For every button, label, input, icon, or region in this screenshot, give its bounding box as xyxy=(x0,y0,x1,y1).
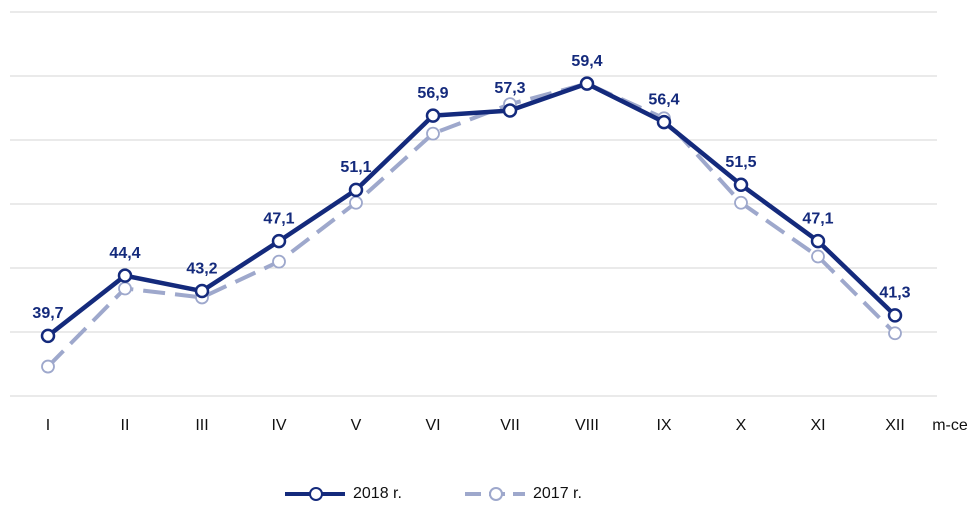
point xyxy=(579,76,595,91)
data-label: 47,1 xyxy=(802,210,833,227)
x-tick-label: III xyxy=(195,417,208,434)
x-tick-label: XII xyxy=(885,417,905,434)
data-label: 57,3 xyxy=(494,80,525,97)
point xyxy=(194,283,210,299)
legend-marker xyxy=(309,487,323,501)
point xyxy=(117,268,133,283)
point xyxy=(734,195,748,210)
data-label: 39,7 xyxy=(32,305,63,322)
point xyxy=(656,114,672,130)
point xyxy=(426,126,440,141)
point xyxy=(40,328,56,344)
legend-marker xyxy=(489,487,503,501)
point xyxy=(272,254,286,269)
point xyxy=(425,108,441,123)
data-label: 44,4 xyxy=(109,245,140,262)
data-label: 51,5 xyxy=(725,154,756,171)
point xyxy=(41,359,55,374)
x-tick-label: VIII xyxy=(575,417,599,434)
x-tick-label: V xyxy=(351,417,362,434)
x-tick-label: IX xyxy=(656,417,671,434)
x-tick-label: II xyxy=(121,417,130,434)
data-label: 47,1 xyxy=(263,210,294,227)
point xyxy=(733,177,749,193)
x-tick-label: I xyxy=(46,417,50,434)
point xyxy=(502,103,518,118)
point xyxy=(888,326,902,341)
series-line xyxy=(46,81,897,368)
x-tick-label: XI xyxy=(810,417,825,434)
data-label: 51,1 xyxy=(340,159,371,176)
data-label: 56,9 xyxy=(417,85,448,102)
point xyxy=(271,233,287,249)
x-tick-label: VI xyxy=(425,417,440,434)
x-axis-label: m-ce xyxy=(932,417,968,434)
series-line xyxy=(46,81,897,338)
point xyxy=(118,281,132,296)
point xyxy=(349,195,363,210)
legend-label: 2017 r. xyxy=(533,485,582,502)
point xyxy=(348,182,364,198)
x-tick-label: X xyxy=(736,417,747,434)
x-tick-label: VII xyxy=(500,417,520,434)
point xyxy=(810,233,826,249)
data-label: 59,4 xyxy=(571,53,602,70)
legend-label: 2018 r. xyxy=(353,485,402,502)
data-label: 56,4 xyxy=(648,91,679,108)
data-label: 41,3 xyxy=(879,285,910,302)
data-label: 43,2 xyxy=(186,260,217,277)
x-tick-label: IV xyxy=(271,417,286,434)
point xyxy=(811,249,825,264)
point xyxy=(887,308,903,323)
